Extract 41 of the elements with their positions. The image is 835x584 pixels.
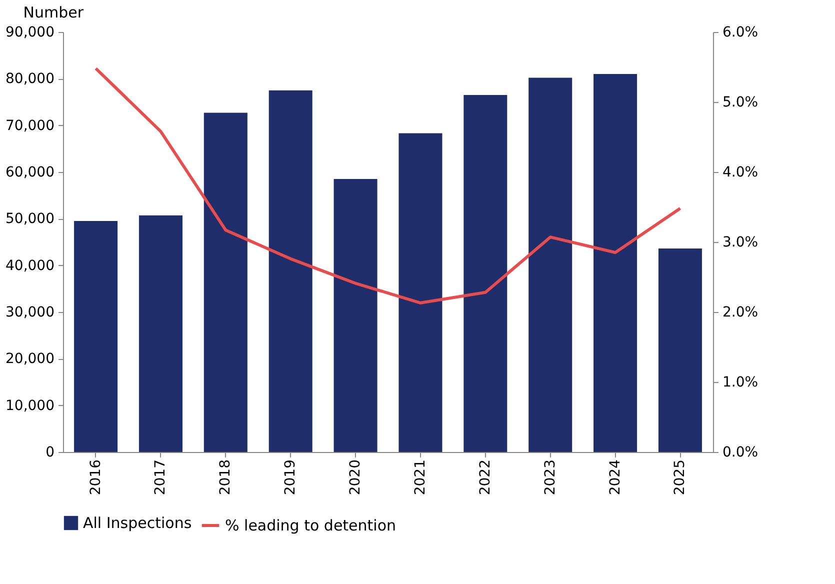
y2-tick-label: 2.0% [722, 304, 758, 320]
bar [594, 74, 638, 452]
x-tick-label: 2017 [152, 460, 169, 496]
bar [398, 133, 442, 452]
y2-tick-label: 1.0% [722, 374, 758, 390]
y-tick-label: 50,000 [6, 211, 54, 228]
x-tick-label: 2016 [88, 459, 104, 496]
y-tick-label: 30,000 [6, 304, 54, 320]
x-tick-label: 2020 [348, 460, 364, 496]
y-tick-label: 10,000 [6, 398, 54, 414]
y2-tick-label: 4.0% [722, 164, 758, 180]
x-tick-label: 2025 [672, 460, 688, 496]
y-tick-label: 60,000 [6, 164, 54, 180]
x-tick-label: 2019 [282, 460, 299, 496]
x-tick-label: 2021 [412, 460, 428, 496]
y-tick-label: 70,000 [6, 118, 54, 134]
y-tick-label: 90,000 [6, 24, 54, 40]
x-tick-label: 2024 [607, 459, 624, 496]
bar [74, 221, 118, 452]
legend-label: All Inspections [83, 514, 192, 532]
x-tick-label: 2018 [218, 460, 234, 496]
bar [658, 248, 702, 452]
bar [268, 90, 312, 452]
legend-label: % leading to detention [225, 516, 396, 534]
y2-tick-label: 0.0% [722, 444, 758, 460]
y2-tick-label: 5.0% [722, 94, 758, 110]
y-tick-label: 0 [46, 444, 54, 460]
y-axis-title: Number [23, 4, 84, 22]
y-tick-label: 80,000 [6, 71, 54, 88]
x-tick-label: 2023 [542, 460, 558, 496]
bar [204, 112, 248, 452]
y-tick-label: 40,000 [6, 258, 54, 274]
y2-tick-label: 6.0% [722, 24, 758, 40]
bar [334, 179, 378, 452]
y-tick-label: 20,000 [6, 351, 54, 368]
x-tick-label: 2022 [477, 460, 494, 496]
bar [528, 78, 572, 452]
bar [464, 95, 508, 452]
y2-tick-label: 3.0% [722, 234, 758, 250]
bar [138, 215, 182, 452]
line-series [94, 66, 682, 304]
